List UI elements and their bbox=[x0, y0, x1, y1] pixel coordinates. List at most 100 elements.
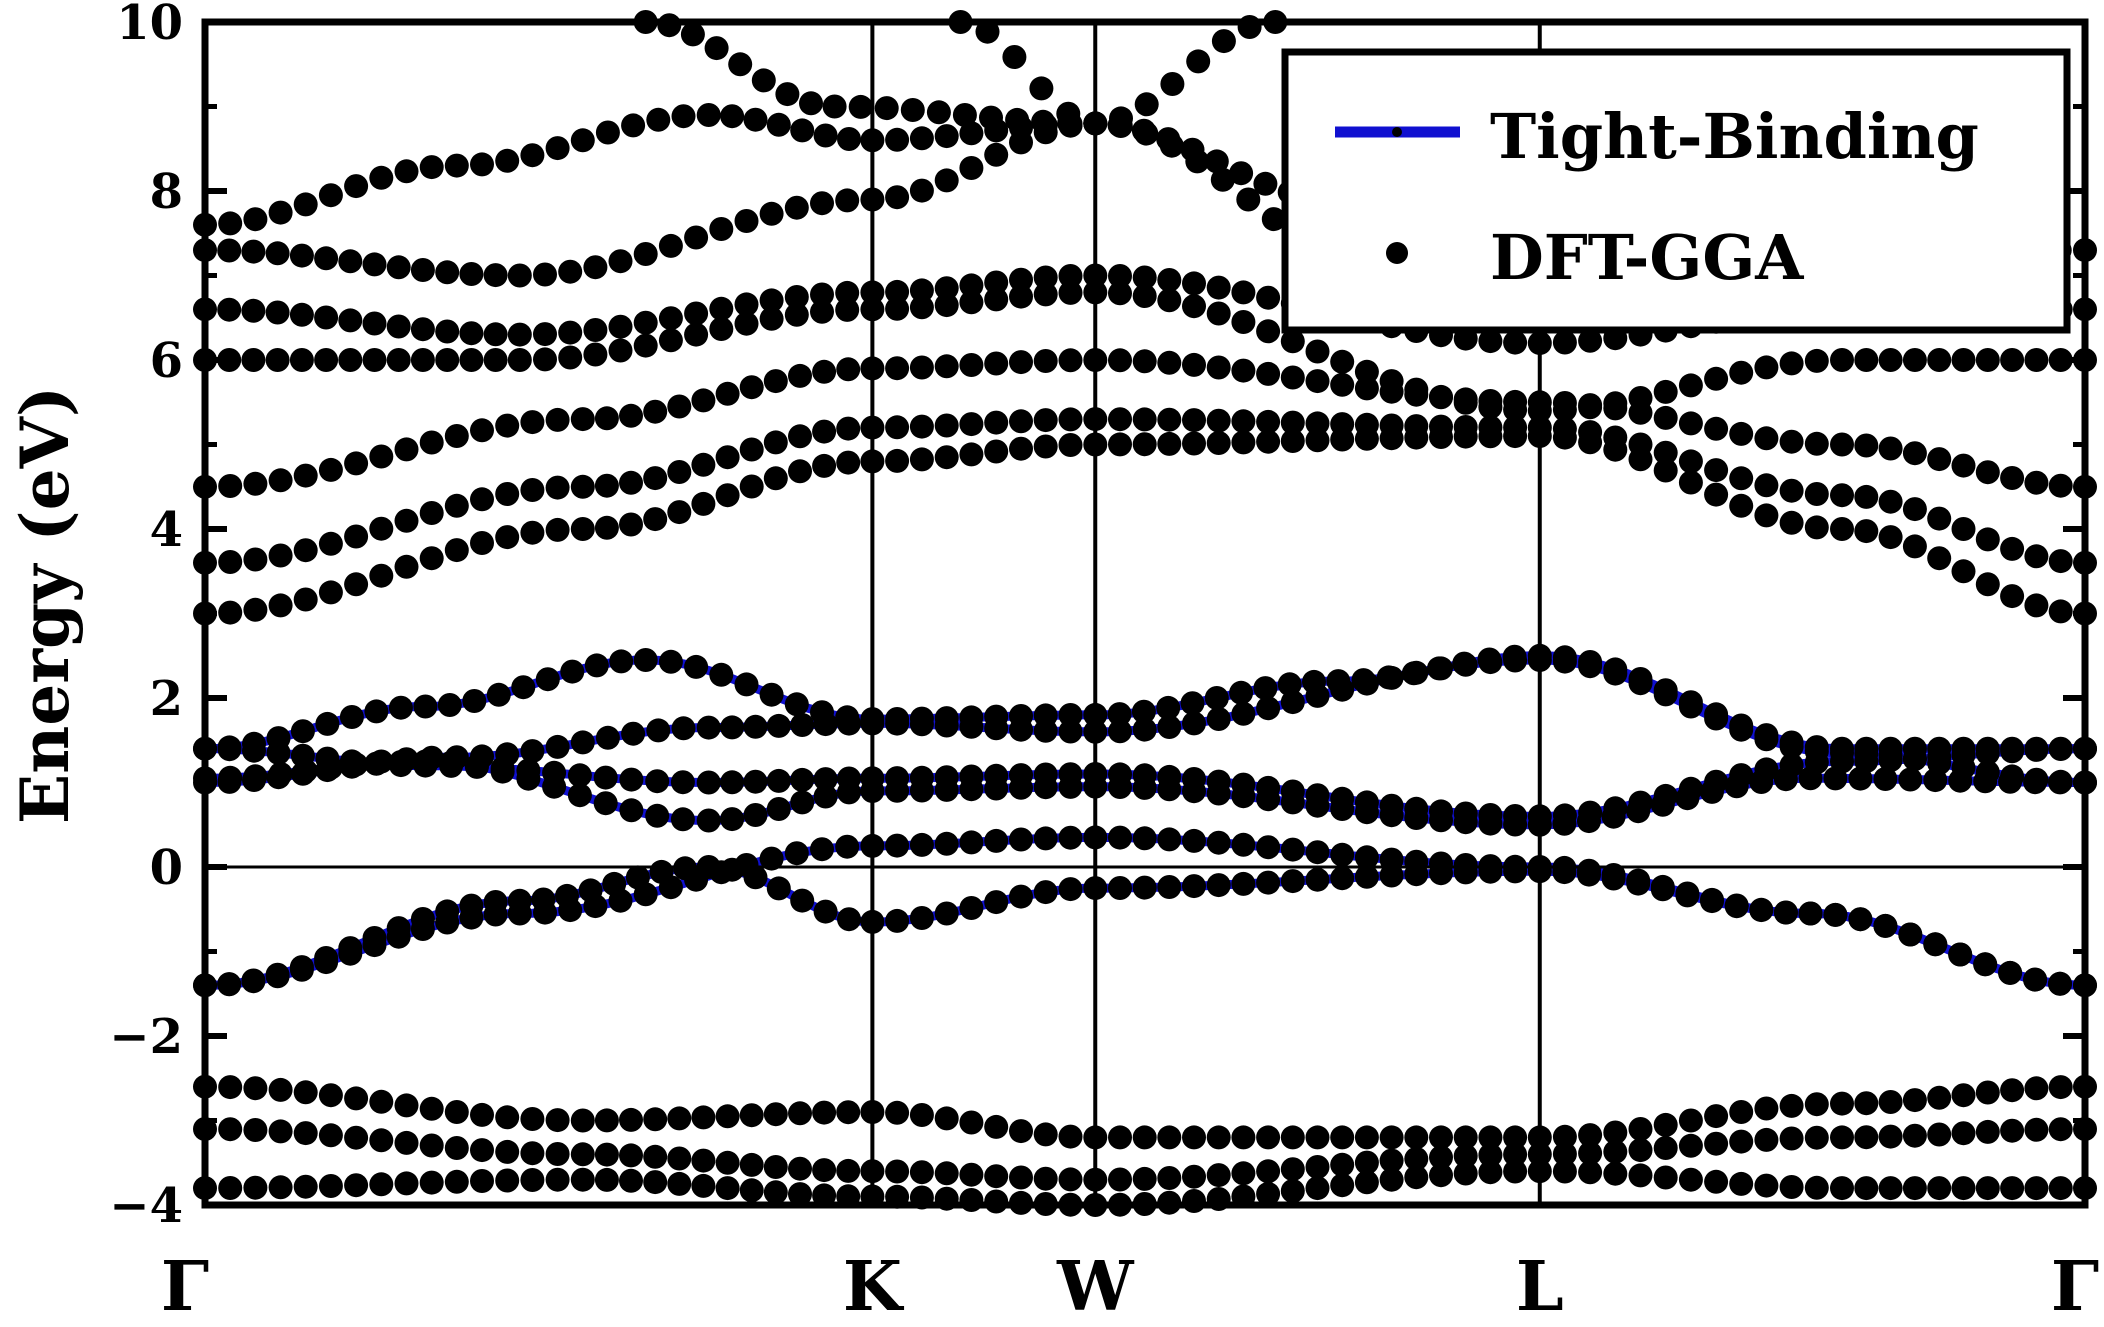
dft-gga-point bbox=[1975, 760, 2000, 785]
dft-gga-point bbox=[1975, 348, 2000, 372]
dft-gga-point bbox=[813, 899, 838, 924]
dft-gga-point bbox=[667, 500, 692, 525]
dft-gga-point bbox=[934, 413, 959, 438]
dft-gga-point bbox=[293, 759, 318, 783]
dft-gga-point bbox=[1351, 668, 1376, 693]
dft-gga-point bbox=[410, 907, 435, 931]
dft-gga-point bbox=[1729, 713, 1754, 738]
dft-gga-point bbox=[344, 174, 369, 199]
dft-gga-point bbox=[1256, 361, 1281, 386]
dft-gga-point bbox=[362, 311, 387, 336]
dft-gga-point bbox=[959, 1110, 984, 1135]
dft-gga-point bbox=[520, 143, 545, 168]
dft-gga-point bbox=[1923, 932, 1948, 957]
dft-gga-point bbox=[658, 328, 683, 353]
dft-gga-point bbox=[1210, 167, 1235, 192]
dft-gga-point bbox=[1830, 736, 1854, 761]
dft-gga-point bbox=[394, 554, 419, 579]
dft-gga-point bbox=[1033, 1122, 1058, 1147]
dft-gga-point bbox=[1256, 1125, 1281, 1150]
dft-gga-point bbox=[1975, 460, 2000, 485]
dft-gga-point bbox=[1754, 757, 1779, 782]
dft-gga-point bbox=[218, 1176, 243, 1200]
dft-gga-point bbox=[444, 538, 469, 563]
dft-gga-point bbox=[885, 127, 910, 152]
dft-gga-point bbox=[1058, 719, 1083, 744]
dft-gga-point bbox=[1854, 1091, 1879, 1116]
dft-gga-point bbox=[394, 1171, 419, 1196]
dft-gga-point bbox=[835, 280, 860, 305]
dft-gga-point bbox=[1653, 1112, 1678, 1137]
dft-gga-point bbox=[720, 857, 745, 882]
dft-gga-point bbox=[743, 865, 768, 890]
dft-gga-point bbox=[1878, 525, 1903, 550]
dft-gga-point bbox=[1404, 1125, 1429, 1150]
dft-gga-point bbox=[1873, 913, 1898, 938]
dft-gga-point bbox=[369, 1089, 394, 1114]
dft-gga-point bbox=[364, 699, 389, 724]
dft-gga-point bbox=[1779, 1093, 1804, 1118]
dft-gga-point bbox=[520, 1168, 545, 1192]
dft-gga-point bbox=[386, 314, 411, 339]
dft-gga-point bbox=[470, 418, 494, 443]
dft-gga-point bbox=[885, 415, 910, 440]
dft-gga-point bbox=[1678, 1108, 1703, 1133]
dft-gga-point bbox=[1854, 519, 1879, 544]
dft-gga-point bbox=[1305, 1125, 1330, 1150]
dft-gga-point bbox=[419, 1133, 444, 1158]
dft-gga-point bbox=[483, 348, 508, 372]
dft-gga-point bbox=[1206, 431, 1231, 455]
dft-gga-point bbox=[643, 1107, 668, 1132]
dft-gga-point bbox=[290, 719, 315, 744]
dft-gga-point bbox=[520, 478, 545, 502]
dft-gga-point bbox=[1779, 351, 1804, 376]
dft-gga-point bbox=[570, 474, 595, 499]
dft-gga-point bbox=[1058, 407, 1083, 432]
dft-gga-point bbox=[495, 1105, 520, 1130]
dft-gga-point bbox=[268, 1175, 293, 1200]
dft-gga-point bbox=[691, 1148, 716, 1173]
dft-gga-point bbox=[1033, 703, 1058, 728]
dft-gga-point bbox=[743, 769, 768, 794]
dft-gga-point bbox=[1973, 952, 1998, 977]
dft-gga-point bbox=[691, 452, 716, 477]
dft-gga-point bbox=[934, 901, 959, 926]
dft-gga-point bbox=[1653, 1165, 1678, 1190]
dft-gga-point bbox=[2000, 1118, 2025, 1143]
legend-tight-binding-label: Tight-Binding bbox=[1490, 100, 1979, 173]
dft-gga-point bbox=[1305, 1176, 1330, 1201]
dft-gga-point bbox=[643, 466, 668, 491]
dft-gga-point bbox=[1429, 1163, 1453, 1188]
dft-gga-point bbox=[1108, 1167, 1132, 1192]
dft-gga-point bbox=[1754, 1127, 1779, 1152]
dft-gga-point bbox=[619, 1143, 643, 1168]
dft-gga-point bbox=[784, 195, 809, 220]
dft-gga-point bbox=[293, 1174, 318, 1199]
dft-gga-point bbox=[1779, 753, 1804, 778]
dft-gga-point bbox=[1107, 702, 1132, 727]
dft-gga-point bbox=[495, 1168, 520, 1193]
dft-gga-point bbox=[558, 345, 583, 370]
dft-gga-point bbox=[1108, 407, 1132, 432]
dft-gga-point bbox=[584, 653, 609, 678]
dft-gga-point bbox=[2000, 536, 2025, 561]
dft-gga-point bbox=[1033, 408, 1058, 433]
dft-gga-point bbox=[1678, 1133, 1703, 1158]
dft-gga-point bbox=[1280, 365, 1305, 390]
dft-gga-point bbox=[1951, 755, 1976, 780]
dft-gga-point bbox=[410, 258, 435, 282]
dft-gga-point bbox=[1729, 421, 1754, 446]
dft-gga-point bbox=[1206, 301, 1231, 326]
dft-gga-point bbox=[1729, 360, 1754, 385]
dft-gga-point bbox=[2000, 584, 2025, 609]
dft-gga-point bbox=[578, 878, 603, 903]
dft-gga-point bbox=[1429, 1125, 1453, 1150]
dft-gga-point bbox=[1779, 1126, 1804, 1151]
dft-gga-point bbox=[909, 178, 934, 203]
dft-gga-point bbox=[1578, 395, 1603, 420]
dft-gga-point bbox=[293, 463, 318, 488]
dft-gga-point bbox=[909, 355, 934, 380]
dft-gga-point bbox=[1305, 1155, 1330, 1179]
dft-gga-point bbox=[520, 520, 545, 545]
dft-gga-point bbox=[1231, 1161, 1256, 1186]
